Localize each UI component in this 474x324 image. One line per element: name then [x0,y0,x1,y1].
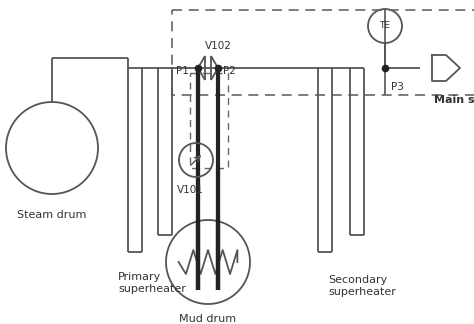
Text: V102: V102 [205,41,231,51]
Text: V101: V101 [177,185,204,195]
Text: P1: P1 [176,66,189,76]
Bar [190,73,228,168]
Text: Steam drum: Steam drum [18,210,87,220]
Bar [172,10,474,95]
Text: Mud drum: Mud drum [180,314,237,324]
Text: Primary
superheater: Primary superheater [118,272,186,294]
Text: Main steam: Main steam [434,95,474,105]
Text: P3: P3 [391,82,404,92]
Text: TE: TE [380,21,391,30]
Text: P2: P2 [223,66,236,76]
Text: Secondary
superheater: Secondary superheater [328,275,396,296]
